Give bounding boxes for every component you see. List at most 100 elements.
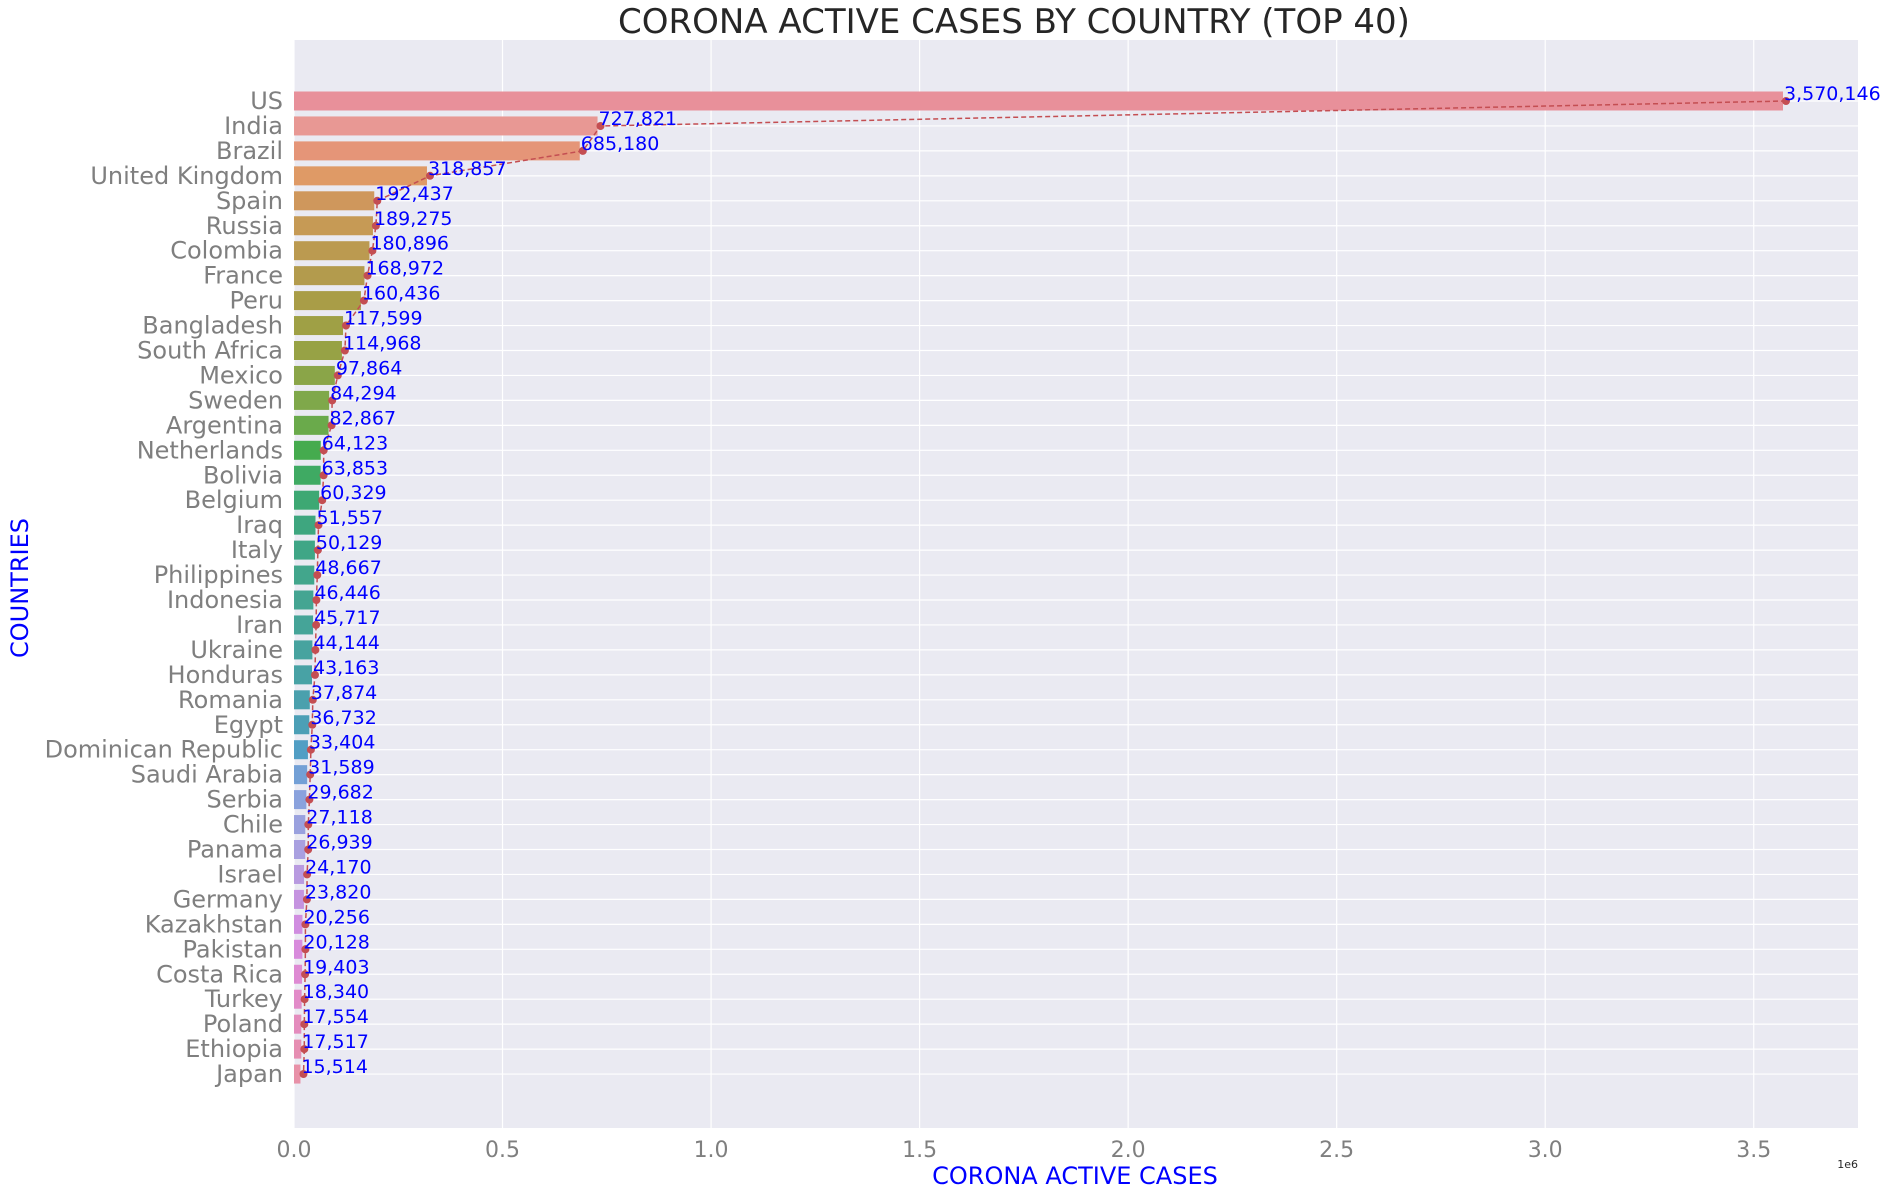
x-tick-label: 0.0 — [277, 1138, 312, 1163]
category-label: Dominican Republic — [45, 736, 283, 764]
data-label: 36,732 — [310, 707, 376, 729]
bar — [294, 316, 344, 336]
data-label: 43,163 — [313, 657, 379, 679]
data-point — [311, 670, 319, 679]
data-point — [301, 945, 310, 954]
data-label: 117,599 — [344, 308, 423, 330]
bar — [294, 191, 375, 211]
data-label: 44,144 — [313, 632, 379, 654]
data-point — [299, 1070, 308, 1078]
data-point — [578, 146, 587, 155]
data-label: 97,864 — [336, 357, 402, 379]
category-label: Peru — [230, 287, 283, 315]
category-label: Iraq — [236, 511, 283, 539]
data-point — [300, 1045, 309, 1054]
data-label: 15,514 — [301, 1056, 367, 1078]
data-label: 18,340 — [303, 981, 369, 1003]
bar — [294, 141, 580, 161]
data-point — [300, 995, 309, 1004]
category-label: US — [250, 87, 283, 115]
data-label: 46,446 — [314, 582, 380, 604]
category-label: Bolivia — [203, 461, 283, 489]
data-label: 50,129 — [316, 532, 382, 554]
category-label: Mexico — [199, 361, 283, 389]
category-label: Ethiopia — [185, 1035, 283, 1063]
data-label: 727,821 — [599, 108, 678, 130]
category-label: Serbia — [207, 786, 283, 814]
bar — [294, 889, 304, 909]
bar — [294, 440, 321, 460]
category-label: Belgium — [185, 486, 283, 514]
data-label: 82,867 — [330, 407, 396, 429]
category-label: Turkey — [204, 985, 283, 1013]
category-label: United Kingdom — [90, 162, 283, 190]
category-label: Russia — [206, 212, 283, 240]
bar — [294, 166, 427, 186]
data-label: 24,170 — [305, 856, 371, 878]
bar — [294, 565, 315, 585]
x-tick-labels: 0.0 0.5 1.0 1.5 2.0 2.5 3.0 3.5 — [277, 1138, 1772, 1163]
data-label: 23,820 — [305, 881, 371, 903]
data-label: 60,329 — [320, 482, 386, 504]
x-tick-label: 1.5 — [902, 1138, 937, 1163]
trend-line — [299, 97, 1790, 1078]
data-point — [340, 346, 349, 355]
category-label: India — [224, 112, 283, 140]
category-label: Kazakhstan — [145, 910, 283, 938]
category-label: Poland — [203, 1010, 283, 1038]
plot-background — [294, 40, 1858, 1128]
category-label: Philippines — [154, 561, 283, 589]
data-point — [312, 620, 321, 629]
data-point — [306, 770, 315, 779]
y-axis-label: COUNTRIES — [6, 518, 34, 658]
data-point — [313, 571, 322, 579]
category-label: Iran — [236, 611, 283, 639]
chart-title: CORONA ACTIVE CASES BY COUNTRY (TOP 40) — [618, 2, 1410, 42]
bar — [294, 715, 310, 735]
data-label: 114,968 — [343, 333, 422, 355]
data-label: 20,256 — [303, 906, 369, 928]
bar — [294, 415, 329, 435]
data-point — [313, 546, 322, 555]
x-tick-label: 2.5 — [1319, 1138, 1354, 1163]
category-label: Honduras — [168, 661, 283, 689]
data-point — [596, 122, 605, 130]
bar — [294, 341, 342, 360]
category-label: Indonesia — [167, 586, 283, 614]
category-label: Ukraine — [190, 636, 283, 664]
data-point — [333, 371, 342, 380]
category-label: Chile — [223, 811, 283, 839]
data-label: 84,294 — [330, 382, 396, 404]
bar — [294, 765, 308, 785]
data-point — [312, 596, 321, 604]
data-point — [342, 321, 350, 330]
data-label: 48,667 — [315, 557, 381, 579]
bars — [294, 91, 1783, 1084]
category-label: Colombia — [170, 237, 283, 265]
data-label: 33,404 — [309, 732, 375, 754]
data-label: 3,570,146 — [1784, 83, 1881, 105]
category-label: Germany — [173, 885, 283, 913]
data-point — [373, 196, 382, 205]
category-label: Spain — [216, 187, 283, 215]
data-label: 17,517 — [302, 1031, 368, 1053]
bar — [294, 914, 303, 934]
bar — [294, 365, 335, 385]
data-label: 26,939 — [306, 832, 372, 854]
data-point — [303, 870, 312, 879]
data-label: 64,123 — [322, 432, 388, 454]
data-point — [300, 1020, 309, 1029]
category-label: Brazil — [216, 137, 283, 165]
bar — [294, 690, 310, 710]
data-point — [305, 795, 314, 804]
value-labels: 3,570,146 727,821 685,180 318,857 192,437 189… — [301, 83, 1880, 1078]
x-tick-label: 0.5 — [485, 1138, 520, 1163]
bar — [294, 665, 313, 685]
data-point — [311, 645, 320, 654]
category-label: Bangladesh — [142, 312, 283, 340]
data-point — [327, 421, 336, 430]
bar — [294, 740, 308, 760]
data-label: 192,437 — [375, 183, 454, 205]
category-label: Pakistan — [183, 935, 284, 963]
category-label: Argentina — [166, 411, 283, 439]
